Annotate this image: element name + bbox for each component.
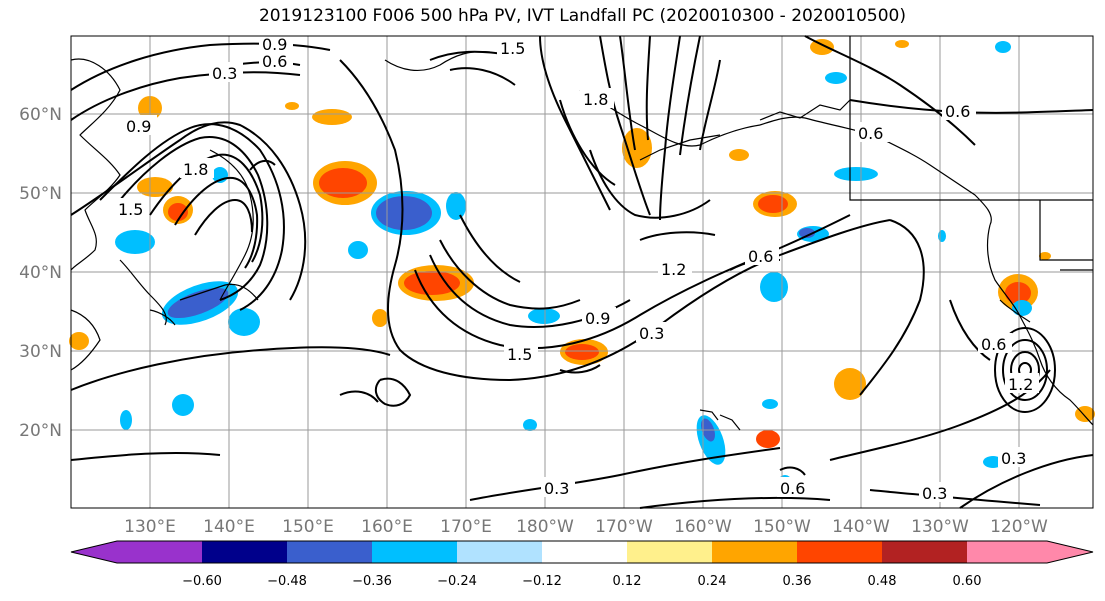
lon-label: 150°E [282, 517, 334, 537]
contour-label: 0.6 [748, 247, 773, 266]
colorbar-tick-label: −0.36 [352, 574, 392, 589]
colorbar-tick-label: 0.48 [868, 574, 897, 589]
lat-label: 60°N [19, 105, 62, 125]
contour-label: 0.6 [858, 124, 883, 143]
colorbar-bin [202, 541, 287, 563]
colorbar-bin [712, 541, 797, 563]
colorbar-bin [117, 541, 202, 563]
contour-label: 0.9 [262, 35, 287, 54]
contour-label: 0.3 [1001, 449, 1026, 468]
colorbar-tick-label: 0.12 [613, 574, 642, 589]
longitude-labels: 130°E 140°E 150°E 160°E 170°E 180°W 170°… [124, 517, 1048, 537]
colorbar-tick-label: −0.48 [267, 574, 307, 589]
colorbar-bin [542, 541, 627, 563]
lon-label: 140°W [832, 517, 890, 537]
contour-label: 0.9 [126, 117, 151, 136]
colorbar-bin [627, 541, 712, 563]
lon-label: 180°W [516, 517, 574, 537]
colorbar-tick-label: 0.36 [783, 574, 812, 589]
lon-label: 160°E [361, 517, 413, 537]
colorbar-tick-label: −0.12 [522, 574, 562, 589]
colorbar-bin [797, 541, 882, 563]
latitude-labels: 60°N 50°N 40°N 30°N 20°N [19, 105, 62, 441]
colorbar-outline [70, 540, 1094, 564]
contour-label: 0.6 [262, 52, 287, 71]
colorbar-bin [372, 541, 457, 563]
contour-labels: 0.9 0.6 0.3 1.5 1.8 0.9 1.5 1.8 0.6 1.2 … [115, 33, 1039, 503]
contour-label: 1.5 [118, 200, 143, 219]
colorbar-bin [967, 541, 1047, 563]
colorbar-tick-label: 0.24 [698, 574, 727, 589]
contour-label: 0.3 [639, 324, 664, 343]
lon-label: 150°W [753, 517, 811, 537]
contour-label: 0.9 [585, 309, 610, 328]
contour-label: 1.5 [500, 39, 525, 58]
lat-label: 30°N [19, 342, 62, 362]
contour-label: 0.3 [922, 484, 947, 503]
colorbar-extend-high [1047, 541, 1093, 563]
colorbar-tick-label: −0.24 [437, 574, 477, 589]
lon-label: 130°W [911, 517, 969, 537]
colorbar-bin [882, 541, 967, 563]
lat-label: 40°N [19, 263, 62, 283]
contour-label: 0.6 [780, 479, 805, 498]
contour-label: 1.8 [183, 160, 208, 179]
contour-label: 0.3 [212, 64, 237, 83]
contour-label: 1.5 [507, 345, 532, 364]
lat-label: 20°N [19, 421, 62, 441]
lon-label: 170°W [595, 517, 653, 537]
contour-label: 1.2 [661, 260, 686, 279]
contour-label: 1.2 [1008, 375, 1033, 394]
lat-label: 50°N [19, 184, 62, 204]
map-frame [70, 35, 1094, 509]
pv-contours [70, 35, 1094, 509]
contour-label: 0.3 [544, 479, 569, 498]
map-title: 2019123100 F006 500 hPa PV, IVT Landfall… [258, 6, 906, 26]
lon-label: 130°E [124, 517, 176, 537]
contour-label: 1.8 [583, 90, 608, 109]
lon-label: 140°E [203, 517, 255, 537]
contour-label: 0.6 [945, 102, 970, 121]
colorbar-extend-low [71, 541, 117, 563]
lon-label: 120°W [990, 517, 1048, 537]
colorbar: −0.60 −0.48 −0.36 −0.24 −0.12 0.12 0.24 … [70, 540, 1094, 589]
negative-anomaly-patches [115, 41, 1032, 485]
contour-label: 0.6 [981, 335, 1006, 354]
colorbar-bin [287, 541, 372, 563]
lon-label: 170°E [440, 517, 492, 537]
colorbar-tick-label: −0.60 [182, 574, 222, 589]
pv-anomaly-fills [69, 39, 1095, 485]
lon-label: 160°W [674, 517, 732, 537]
colorbar-bin [457, 541, 542, 563]
colorbar-tick-label: 0.60 [953, 574, 982, 589]
